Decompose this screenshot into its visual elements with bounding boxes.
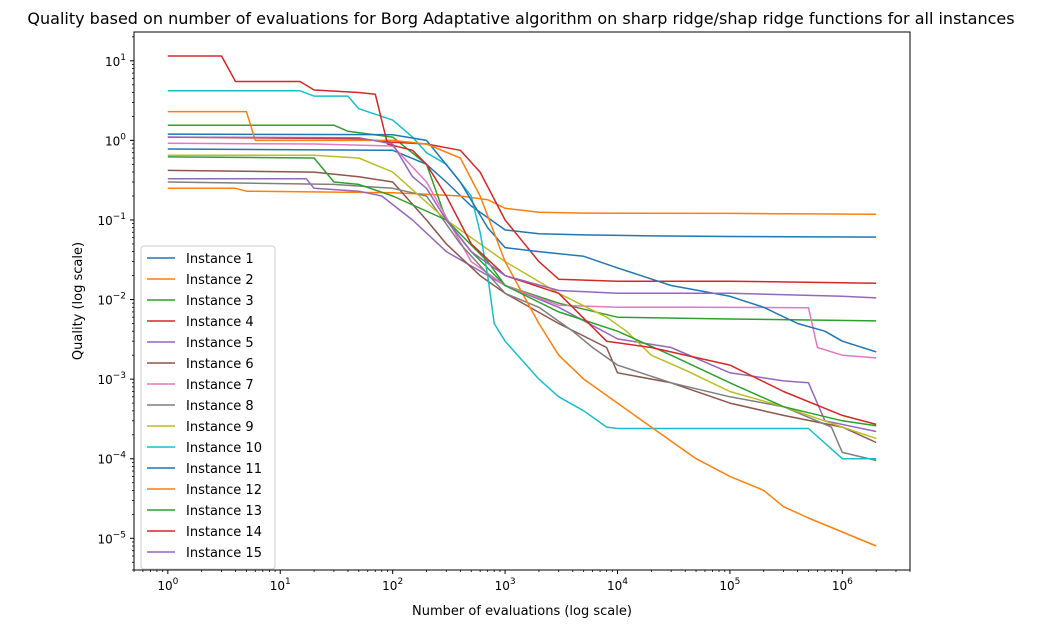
x-tick-label: 101 (270, 577, 291, 593)
series-layer (167, 55, 877, 547)
y-tick-label: 10−3 (97, 371, 126, 387)
x-tick-label: 102 (382, 577, 403, 593)
y-tick-label: 10−5 (97, 530, 126, 546)
legend-entry-label: Instance 14 (186, 525, 262, 540)
legend-entry-label: Instance 9 (186, 420, 254, 435)
legend-entry-label: Instance 15 (186, 546, 262, 561)
y-tick-label: 10−1 (97, 212, 126, 228)
x-tick-label: 103 (495, 577, 516, 593)
y-tick-label: 10−2 (97, 292, 126, 308)
series-line-instance-9 (167, 154, 877, 440)
x-axis-label: Number of evaluations (log scale) (412, 604, 632, 619)
legend: Instance 1 Instance 2 Instance 3 Instance 4… (140, 245, 276, 570)
legend-entry-label: Instance 6 (186, 357, 254, 372)
series-line-instance-11 (167, 133, 877, 353)
plot-frame (133, 31, 911, 571)
series-line-instance-6 (167, 169, 877, 444)
y-tick-label: 10−4 (97, 451, 126, 467)
series-line-instance-1 (167, 148, 877, 238)
chart-title: Quality based on number of evaluations f… (27, 9, 1014, 28)
y-tick-label: 100 (105, 132, 126, 148)
legend-entry-label: Instance 4 (186, 315, 254, 330)
x-tick-label: 104 (607, 577, 628, 593)
series-line-instance-5 (167, 177, 877, 433)
legend-entry-label: Instance 10 (186, 441, 262, 456)
legend-entry-label: Instance 2 (186, 273, 254, 288)
y-axis-ticks: 10−5 10−4 10−3 10−2 10−1 100 101 (97, 36, 134, 571)
legend-entry-label: Instance 3 (186, 294, 254, 309)
x-tick-label: 106 (832, 577, 853, 593)
y-axis-label: Quality (log scale) (71, 242, 86, 360)
x-tick-label: 105 (719, 577, 740, 593)
series-line-instance-13 (167, 156, 877, 427)
x-tick-label: 100 (157, 577, 178, 593)
series-line-instance-8 (167, 181, 877, 462)
series-line-instance-2 (167, 187, 877, 215)
legend-entry-label: Instance 11 (186, 462, 262, 477)
legend-entry-label: Instance 5 (186, 336, 254, 351)
series-line-instance-15 (167, 136, 877, 299)
legend-entry-label: Instance 12 (186, 483, 262, 498)
y-tick-label: 101 (105, 53, 126, 69)
series-line-instance-12 (167, 110, 877, 547)
legend-entry-label: Instance 7 (186, 378, 254, 393)
series-line-instance-14 (167, 55, 877, 426)
legend-entry-label: Instance 1 (186, 252, 254, 267)
series-line-instance-10 (167, 90, 877, 460)
x-axis-ticks: 100 101 102 103 104 105 106 (133, 570, 911, 593)
legend-entry-label: Instance 13 (186, 504, 262, 519)
legend-entry-label: Instance 8 (186, 399, 254, 414)
